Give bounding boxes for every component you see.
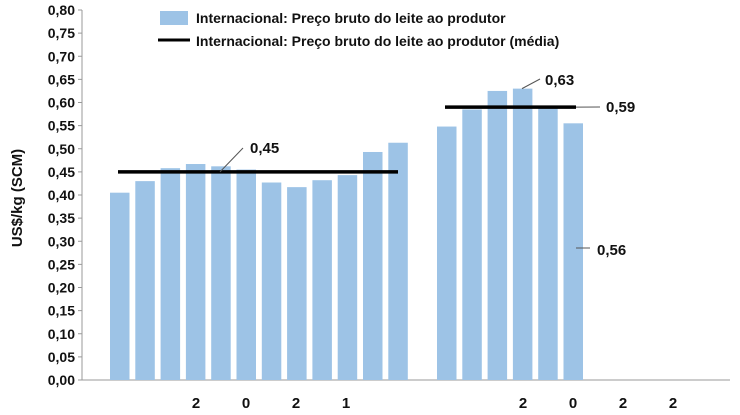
legend-label-average: Internacional: Preço bruto do leite ao p…	[196, 33, 559, 49]
bar	[512, 88, 533, 380]
x-tick-label: 2	[519, 395, 527, 412]
x-tick-label: 2	[292, 395, 300, 412]
y-tick-label: 0,30	[48, 233, 75, 249]
x-tick-label: 0	[569, 395, 577, 412]
bar	[236, 169, 256, 380]
bar	[363, 151, 383, 380]
x-tick-label: 0	[242, 395, 250, 412]
y-tick-label: 0,40	[48, 187, 75, 203]
y-tick-label: 0,55	[48, 118, 75, 134]
bar	[287, 187, 307, 380]
annotation-label: 0,45	[250, 140, 279, 157]
average-lines	[118, 105, 576, 174]
legend: Internacional: Preço bruto do leite ao p…	[158, 10, 559, 49]
bar	[261, 182, 282, 380]
y-tick-label: 0,50	[48, 141, 75, 157]
legend-label-bars: Internacional: Preço bruto do leite ao p…	[196, 10, 506, 26]
y-tick-label: 0,80	[48, 2, 75, 18]
y-axis: 0,00 0,05 0,10 0,15 0,20 0,25 0,30 0,35 0,40 0,45…	[48, 2, 83, 388]
x-tick-label: 2	[619, 395, 627, 412]
annotation-label: 0,59	[606, 99, 635, 116]
y-tick-label: 0,05	[48, 349, 75, 365]
annotation-label: 0,63	[545, 72, 574, 89]
bar	[312, 180, 332, 380]
bar-series	[110, 88, 583, 380]
bar	[563, 123, 583, 380]
bar	[437, 126, 457, 380]
y-tick-label: 0,35	[48, 210, 75, 226]
bar	[337, 175, 358, 380]
annotations: 0,45 0,63 0,59 0,56	[219, 72, 635, 259]
y-tick-label: 0,60	[48, 95, 75, 111]
bar	[487, 90, 508, 380]
y-tick-label: 0,70	[48, 48, 75, 64]
bar	[135, 181, 155, 380]
bar	[538, 107, 558, 380]
x-tick-label: 2	[192, 395, 200, 412]
bar	[160, 168, 181, 380]
bar	[462, 109, 482, 380]
y-tick-label: 0,45	[48, 164, 75, 180]
y-tick-label: 0,15	[48, 303, 75, 319]
annotation-label: 0,56	[597, 242, 626, 259]
legend-swatch-bars	[160, 11, 188, 25]
bar	[185, 164, 206, 380]
x-tick-label: 1	[342, 395, 350, 412]
annotation-leader	[521, 78, 541, 90]
x-axis: 2 0 2 1 2 0 2 2	[82, 379, 730, 412]
bar	[388, 142, 408, 380]
annotation-leader	[219, 147, 244, 173]
y-tick-label: 0,65	[48, 71, 75, 87]
bar	[110, 192, 130, 380]
y-tick-label: 0,20	[48, 280, 75, 296]
y-tick-label: 0,00	[48, 372, 75, 388]
y-tick-label: 0,25	[48, 256, 75, 272]
x-tick-label: 2	[669, 395, 677, 412]
y-tick-label: 0,75	[48, 25, 75, 41]
bar	[211, 166, 231, 380]
y-axis-label: US$/kg (SCM)	[9, 149, 26, 247]
y-tick-label: 0,10	[48, 326, 75, 342]
